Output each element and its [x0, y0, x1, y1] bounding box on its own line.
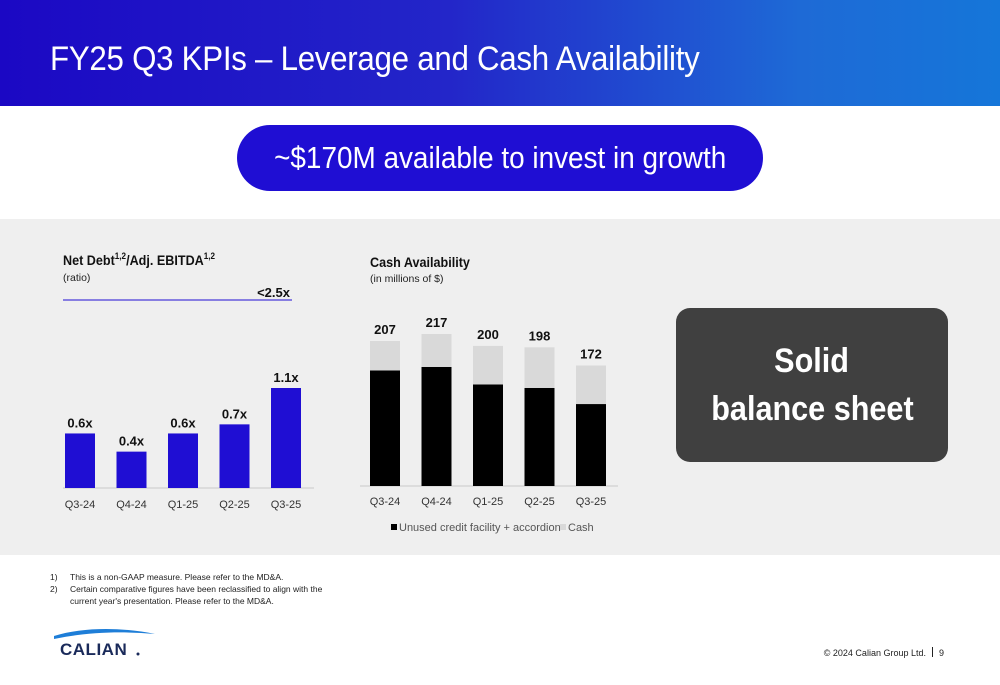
header-banner: FY25 Q3 KPIs – Leverage and Cash Availab… — [0, 0, 1000, 106]
cash-chart-title: Cash Availability — [370, 254, 470, 270]
slide-title: FY25 Q3 KPIs – Leverage and Cash Availab… — [50, 40, 700, 78]
copyright-text: © 2024 Calian Group Ltd. — [823, 648, 926, 658]
calian-logo: CALIAN — [54, 628, 155, 659]
highlight-text: ~$170M available to invest in growth — [273, 140, 727, 175]
footnotes: 1) This is a non-GAAP measure. Please re… — [50, 571, 330, 607]
solid-balance-callout: Solid balance sheet — [676, 308, 948, 462]
footnote-2: 2) Certain comparative figures have been… — [50, 584, 323, 606]
copyright-footer: © 2024 Calian Group Ltd. 9 — [824, 647, 944, 658]
svg-text:CALIAN: CALIAN — [60, 640, 127, 659]
footnote-1: 1) This is a non-GAAP measure. Please re… — [50, 572, 284, 582]
leverage-chart-subtitle: (ratio) — [63, 272, 91, 284]
highlight-pill: ~$170M available to invest in growth — [237, 125, 763, 191]
page-number: 9 — [938, 648, 944, 658]
leverage-chart-title: Net Debt1,2/Adj. EBITDA1,2 — [63, 251, 216, 268]
callout-line-2: balance sheet — [710, 390, 914, 428]
callout-line-1: Solid — [774, 342, 850, 380]
cash-chart-subtitle: (in millions of $) — [370, 273, 444, 285]
